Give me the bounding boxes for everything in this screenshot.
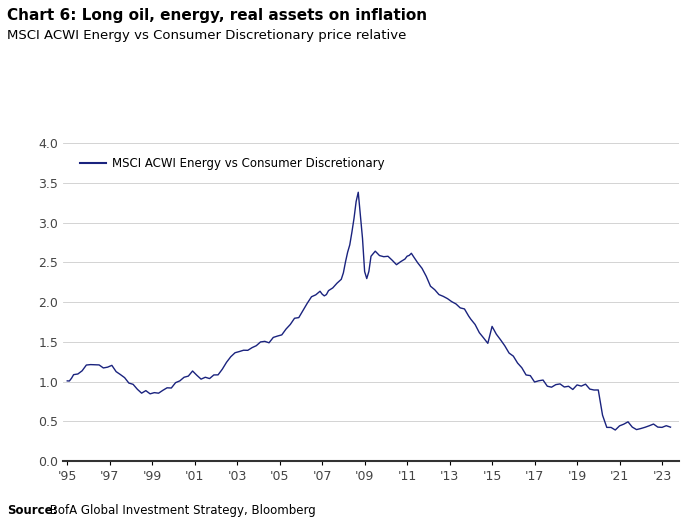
Text: Chart 6: Long oil, energy, real assets on inflation: Chart 6: Long oil, energy, real assets o… <box>7 8 427 23</box>
Legend: MSCI ACWI Energy vs Consumer Discretionary: MSCI ACWI Energy vs Consumer Discretiona… <box>75 152 389 174</box>
Text: Source:: Source: <box>7 504 57 517</box>
Text: MSCI ACWI Energy vs Consumer Discretionary price relative: MSCI ACWI Energy vs Consumer Discretiona… <box>7 29 407 42</box>
Text: BofA Global Investment Strategy, Bloomberg: BofA Global Investment Strategy, Bloombe… <box>46 504 315 517</box>
